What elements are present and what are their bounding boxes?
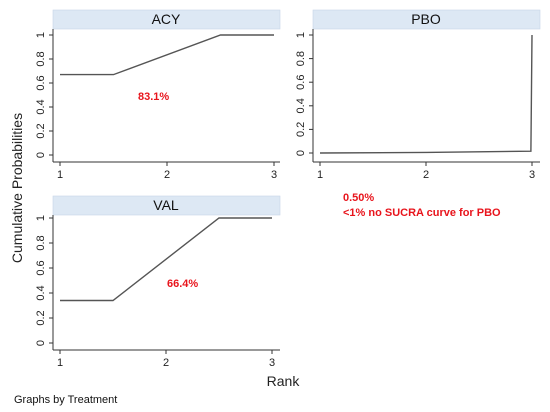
panel-acy-x-axis: 1 2 3 (53, 161, 280, 181)
panel-acy-x-tick-label: 1 (57, 169, 63, 181)
panel-pbo-strip (312, 9, 541, 30)
footer-caption: Graphs by Treatment (14, 394, 117, 406)
panel-val-y-tick-label: 0.8 (35, 235, 47, 250)
panel-val-y-tick-label: 0.4 (35, 285, 47, 300)
panel-pbo-x-tick-label: 1 (317, 169, 323, 181)
panel-pbo-y-tick-label: 0 (295, 150, 307, 156)
panel-val-title: VAL (153, 197, 179, 213)
panel-acy-y-tick-label: 0.6 (35, 75, 47, 90)
panel-acy-y-tick-label: 0.4 (35, 99, 47, 114)
panel-pbo-y-tick-label: 0.2 (295, 122, 307, 137)
panel-acy-x-tick-label: 2 (164, 169, 170, 181)
panel-pbo-y-tick-label: 1 (295, 32, 307, 38)
panel-acy-annotation: 83.1% (138, 91, 169, 103)
panel-val-annotation: 66.4% (167, 278, 198, 290)
panel-val-x-tick-label: 1 (57, 357, 63, 369)
panel-acy-title: ACY (152, 11, 181, 27)
panel-val-x-tick-label: 3 (269, 357, 275, 369)
panel-val-strip (52, 195, 281, 216)
panel-acy-series-line (60, 34, 274, 76)
panel-acy-x-tick-label: 3 (271, 169, 277, 181)
panel-pbo-series-line (319, 34, 533, 154)
panel-pbo-annotation-value: 0.50% (343, 192, 374, 204)
panel-val-y-tick-label: 0.2 (35, 310, 47, 325)
panel-pbo-y-tick-label: 0.6 (295, 75, 307, 90)
panel-val-y-axis: 0 0.2 0.4 0.6 0.8 1 (35, 215, 54, 350)
panel-val-y-tick-label: 0.6 (35, 260, 47, 275)
panel-acy-y-axis: 0 0.2 0.4 0.6 0.8 1 (35, 29, 54, 162)
panel-val-y-tick-label: 1 (35, 215, 47, 221)
panel-val-series-line (60, 217, 272, 302)
panel-acy-y-tick-label: 0.2 (35, 123, 47, 138)
panel-pbo-y-axis: 0 0.2 0.4 0.6 0.8 1 (295, 29, 314, 162)
panel-pbo-y-tick-label: 0.4 (295, 98, 307, 113)
panel-acy-y-tick-label: 1 (35, 32, 47, 38)
panel-pbo-x-tick-label: 3 (529, 169, 535, 181)
panel-val-x-axis: 1 2 3 (53, 349, 280, 369)
panel-pbo-y-tick-label: 0.8 (295, 51, 307, 66)
panel-val-y-tick-label: 0 (35, 340, 47, 346)
panel-acy-y-tick-label: 0.8 (35, 51, 47, 66)
panel-val: VAL 0 0.2 0.4 0.6 0.8 1 1 2 3 66.4% (35, 195, 281, 369)
panel-acy-strip (52, 9, 281, 30)
panel-pbo-x-axis: 1 2 3 (313, 161, 540, 181)
panel-pbo-x-tick-label: 2 (423, 169, 429, 181)
panel-acy-y-tick-label: 0 (35, 152, 47, 158)
panel-pbo-annotation-note: <1% no SUCRA curve for PBO (343, 207, 501, 219)
x-axis-title: Rank (267, 373, 301, 389)
y-axis-title: Cumulative Probabilities (9, 113, 25, 263)
panel-acy: ACY 0 0.2 0.4 0.6 0.8 1 1 2 3 83.1% (35, 9, 281, 181)
panel-pbo: PBO 0 0.2 0.4 0.6 0.8 1 1 2 3 0.50% <1% no SUCR… (295, 9, 541, 219)
panel-val-x-tick-label: 2 (163, 357, 169, 369)
panel-pbo-title: PBO (411, 11, 441, 27)
